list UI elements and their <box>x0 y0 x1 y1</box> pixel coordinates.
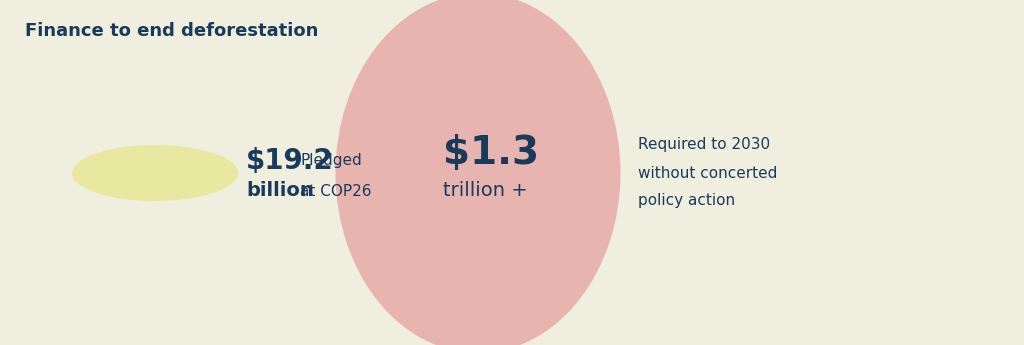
Text: $19.2: $19.2 <box>246 147 334 175</box>
Text: at COP26: at COP26 <box>300 184 372 198</box>
Text: without concerted: without concerted <box>639 166 778 180</box>
Text: Finance to end deforestation: Finance to end deforestation <box>25 22 318 40</box>
Text: Required to 2030: Required to 2030 <box>639 138 771 152</box>
Text: Pledged: Pledged <box>300 154 361 168</box>
Ellipse shape <box>336 0 621 345</box>
Text: policy action: policy action <box>639 194 735 208</box>
Text: billion: billion <box>246 181 314 200</box>
Ellipse shape <box>72 145 239 201</box>
Text: trillion +: trillion + <box>443 181 527 200</box>
Text: $1.3: $1.3 <box>443 134 539 172</box>
